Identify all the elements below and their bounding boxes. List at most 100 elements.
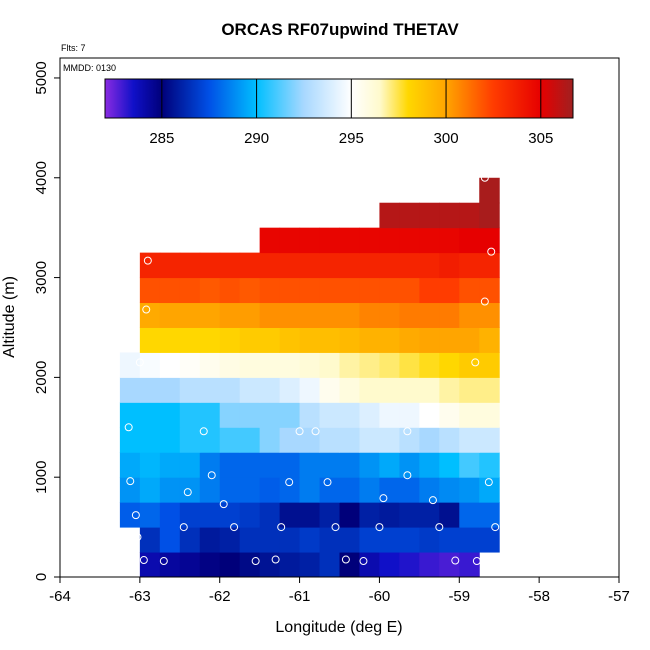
heatmap-cell bbox=[179, 277, 201, 304]
heatmap-cell bbox=[339, 302, 360, 328]
heatmap-cell bbox=[279, 452, 301, 478]
sample-point bbox=[251, 557, 260, 566]
sample-point bbox=[471, 358, 480, 367]
sample-point bbox=[435, 523, 444, 532]
sample-point bbox=[124, 423, 133, 432]
heatmap-cell bbox=[439, 252, 460, 279]
heatmap-cell bbox=[299, 477, 321, 503]
heatmap-cell bbox=[259, 277, 281, 304]
heatmap-cell bbox=[259, 302, 281, 328]
heatmap-cell bbox=[379, 377, 400, 403]
heatmap-cell bbox=[299, 502, 321, 528]
colorbar-tick-label: 290 bbox=[244, 130, 269, 147]
heatmap-cell bbox=[379, 527, 400, 553]
heatmap-cell bbox=[359, 502, 380, 528]
sample-point bbox=[131, 511, 140, 520]
colorbar-tick-label: 300 bbox=[434, 130, 459, 147]
y-tick-label: 0 bbox=[33, 573, 50, 581]
heatmap-cell bbox=[419, 552, 440, 578]
heatmap-cell bbox=[459, 302, 480, 328]
heatmap-cell bbox=[419, 427, 440, 453]
heatmap-cell bbox=[159, 302, 181, 328]
heatmap-cell bbox=[399, 502, 420, 528]
x-tick-label: -63 bbox=[129, 588, 151, 605]
heatmap-cell bbox=[199, 477, 221, 503]
heatmap-cell bbox=[459, 327, 480, 353]
heatmap-cell bbox=[459, 227, 480, 254]
heatmap-cell bbox=[379, 552, 400, 578]
heatmap-cell bbox=[199, 552, 221, 578]
sample-point bbox=[403, 427, 412, 436]
heatmap-cell bbox=[339, 552, 360, 578]
heatmap-cell bbox=[359, 227, 380, 254]
heatmap-cell bbox=[279, 277, 301, 304]
heatmap-cell bbox=[439, 302, 460, 328]
heatmap-cell bbox=[239, 377, 261, 403]
plot-frame bbox=[59, 57, 620, 578]
sample-point bbox=[484, 478, 493, 487]
heatmap-cell bbox=[339, 527, 360, 553]
heatmap-cell bbox=[139, 327, 161, 353]
sample-point bbox=[451, 556, 460, 565]
heatmap-cell bbox=[279, 327, 301, 353]
heatmap-cell bbox=[259, 552, 281, 578]
heatmap-cell bbox=[279, 352, 301, 378]
heatmap-cell bbox=[139, 502, 161, 528]
heatmap-cell bbox=[239, 252, 261, 279]
heatmap-cell bbox=[359, 427, 380, 453]
heatmap-cell bbox=[219, 402, 241, 428]
heatmap-cell bbox=[179, 402, 201, 428]
x-tick-label: -57 bbox=[608, 588, 630, 605]
sample-point bbox=[277, 523, 286, 532]
heatmap-cell bbox=[439, 352, 460, 378]
heatmap-cell bbox=[479, 302, 500, 328]
heatmap-cell bbox=[299, 377, 321, 403]
heatmap-cell bbox=[259, 377, 281, 403]
heatmap-cell bbox=[259, 252, 281, 279]
heatmap-cell bbox=[199, 527, 221, 553]
heatmap-cell bbox=[439, 377, 460, 403]
heatmap-cell bbox=[439, 477, 460, 503]
heatmap-cell bbox=[279, 377, 301, 403]
heatmap-cell bbox=[139, 552, 161, 578]
heatmap-cell bbox=[399, 252, 420, 279]
y-tick-label: 5000 bbox=[33, 61, 50, 94]
heatmap-cell bbox=[459, 202, 480, 229]
heatmap-cell bbox=[139, 477, 161, 503]
heatmap-cell bbox=[159, 327, 181, 353]
colorbar: 285 290 295 300 305 bbox=[104, 78, 574, 147]
heatmap-cell bbox=[339, 327, 360, 353]
heatmap-cell bbox=[159, 252, 181, 279]
heatmap-cell bbox=[379, 202, 400, 229]
heatmap-cell bbox=[439, 402, 460, 428]
heatmap-cell bbox=[399, 527, 420, 553]
sample-point bbox=[428, 496, 437, 505]
heatmap-cell bbox=[319, 502, 340, 528]
heatmap-cell bbox=[439, 502, 460, 528]
heatmap-cell bbox=[159, 277, 181, 304]
heatmap-cell bbox=[179, 477, 201, 503]
heatmap-cell bbox=[279, 477, 301, 503]
heatmap-cell bbox=[439, 327, 460, 353]
heatmap-cell bbox=[379, 452, 400, 478]
heatmap-cell bbox=[259, 227, 281, 254]
heatmap-cell bbox=[239, 552, 261, 578]
heatmap-cell bbox=[339, 502, 360, 528]
sample-point bbox=[403, 471, 412, 480]
heatmap-cell bbox=[259, 402, 281, 428]
heatmap-cell bbox=[199, 252, 221, 279]
heatmap-cell bbox=[319, 527, 340, 553]
heatmap-cell bbox=[459, 377, 480, 403]
heatmap-cell bbox=[439, 202, 460, 229]
heatmap-cell bbox=[119, 502, 141, 528]
heatmap-cell bbox=[359, 377, 380, 403]
heatmap-cell bbox=[439, 452, 460, 478]
heatmap-cell bbox=[279, 527, 301, 553]
heatmap-cell bbox=[359, 552, 380, 578]
heatmap-cell bbox=[219, 302, 241, 328]
heatmap-cell bbox=[179, 427, 201, 453]
heatmap-cell bbox=[179, 552, 201, 578]
heatmap-cell bbox=[359, 452, 380, 478]
heatmap-cell bbox=[319, 302, 340, 328]
heatmap-cell bbox=[339, 227, 360, 254]
